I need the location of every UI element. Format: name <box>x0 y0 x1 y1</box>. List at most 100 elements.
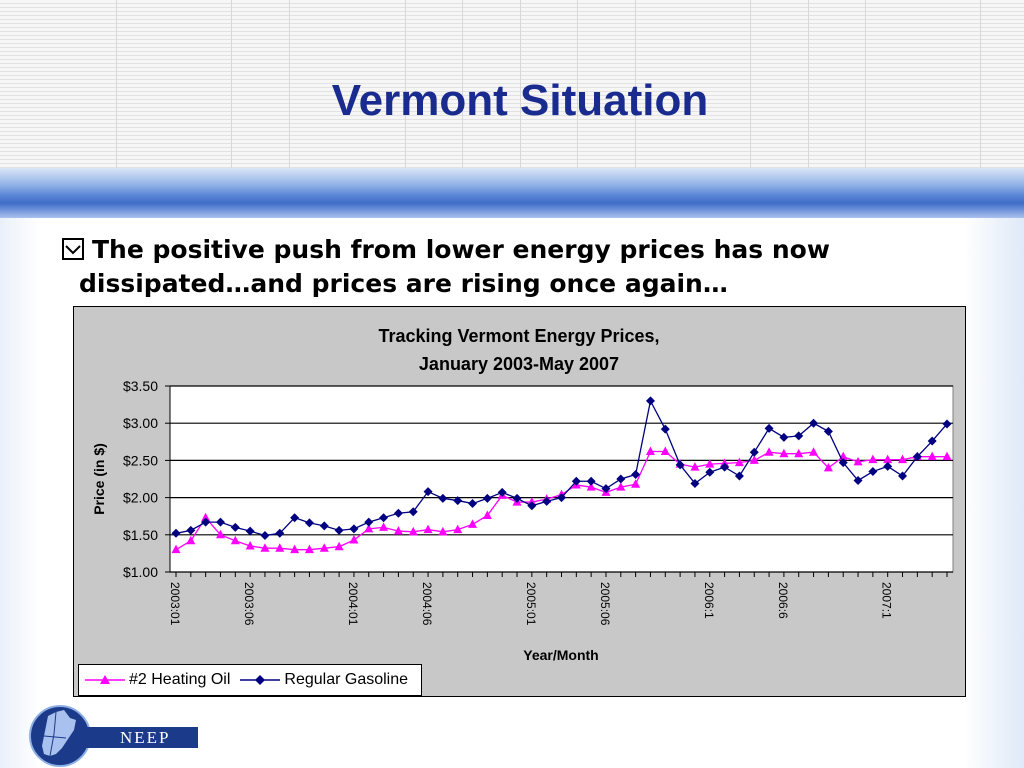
data-point <box>868 454 878 464</box>
slide-title: Vermont Situation <box>331 76 709 125</box>
data-point <box>260 543 270 552</box>
data-point <box>334 525 344 535</box>
bullet-line-1: The positive push from lower energy pric… <box>92 235 830 264</box>
data-point <box>557 493 566 503</box>
data-point <box>898 454 908 464</box>
data-point <box>468 519 478 528</box>
chart-subtitle: January 2003-May 2007 <box>419 354 619 374</box>
data-point <box>809 418 819 428</box>
y-tick-label: $3.50 <box>123 378 158 394</box>
data-point <box>749 455 759 464</box>
y-tick-label: $2.00 <box>123 490 158 506</box>
data-point <box>364 523 374 533</box>
x-tick-label: 2007:1 <box>880 582 894 619</box>
header-divider <box>462 0 463 168</box>
data-point <box>898 471 908 481</box>
left-shade <box>0 218 40 768</box>
header-divider <box>405 0 406 168</box>
data-point <box>379 522 389 531</box>
data-point <box>438 493 448 503</box>
data-point <box>453 496 463 506</box>
data-point <box>645 446 655 455</box>
data-point <box>779 432 789 442</box>
data-point <box>705 467 715 477</box>
data-point <box>260 531 270 541</box>
data-point <box>304 544 314 554</box>
data-point <box>349 524 359 534</box>
x-tick-label: 2004:01 <box>346 582 360 626</box>
data-point <box>838 458 848 468</box>
header-blue-bar <box>0 168 1024 218</box>
data-point <box>245 526 255 536</box>
logo-text: NEEP <box>84 727 198 748</box>
data-point <box>319 543 329 552</box>
x-tick-label: 2005:06 <box>598 582 612 626</box>
right-shade <box>964 218 1024 768</box>
data-point <box>705 459 715 468</box>
data-point <box>186 525 196 535</box>
data-point <box>571 476 581 486</box>
data-point <box>319 521 329 531</box>
header-divider <box>980 0 981 168</box>
data-point <box>868 467 878 477</box>
x-tick-label: 2006:6 <box>776 582 790 619</box>
data-point <box>201 512 211 522</box>
header-divider <box>577 0 578 168</box>
data-point <box>720 462 730 472</box>
header-divider <box>750 0 751 168</box>
header-divider <box>116 0 117 168</box>
data-point <box>215 529 225 539</box>
data-point <box>290 513 300 523</box>
data-point <box>275 543 285 552</box>
checkbox-bullet-icon <box>62 235 84 260</box>
data-point <box>349 535 359 544</box>
data-point <box>423 524 433 534</box>
data-point <box>171 528 181 538</box>
x-tick-label: 2003:01 <box>168 582 182 626</box>
legend-item-gasoline: Regular Gasoline <box>240 671 408 689</box>
data-point <box>438 526 448 536</box>
header-divider <box>520 0 521 168</box>
data-point <box>675 460 685 470</box>
header-divider <box>635 0 636 168</box>
data-point <box>660 424 670 434</box>
header-divider <box>808 0 809 168</box>
data-point <box>942 451 952 461</box>
data-point <box>408 526 418 536</box>
header-band <box>0 0 1024 168</box>
data-point <box>749 447 759 457</box>
line-chart: Tracking Vermont Energy Prices, January … <box>91 326 954 663</box>
data-point <box>334 541 344 551</box>
data-point <box>453 524 463 534</box>
x-tick-label: 2004:06 <box>420 582 434 626</box>
x-tick-label: 2003:06 <box>242 582 256 626</box>
data-point <box>542 496 552 506</box>
y-tick-label: $1.00 <box>123 564 158 580</box>
data-point <box>215 517 225 527</box>
data-point <box>379 513 389 523</box>
data-point <box>764 447 774 456</box>
data-point <box>734 471 744 481</box>
data-point <box>616 474 626 484</box>
data-point <box>304 518 314 528</box>
data-point <box>823 426 833 436</box>
chart-legend: #2 Heating Oil Regular Gasoline <box>78 664 422 696</box>
x-tick-label: 2005:01 <box>524 582 538 626</box>
data-point <box>393 526 403 535</box>
data-point <box>883 454 893 464</box>
data-point <box>230 522 240 532</box>
data-point <box>482 510 492 519</box>
chart-title: Tracking Vermont Energy Prices, <box>378 326 659 346</box>
y-tick-label: $1.50 <box>123 527 158 543</box>
bullet-text: The positive push from lower energy pric… <box>62 233 982 301</box>
header-divider <box>289 0 290 168</box>
legend-label: #2 Heating Oil <box>129 671 231 688</box>
data-point <box>512 493 522 503</box>
data-point <box>186 535 196 545</box>
data-point <box>823 462 833 472</box>
data-point <box>942 419 952 429</box>
data-point <box>853 475 863 485</box>
data-point <box>468 499 478 509</box>
data-point <box>764 423 774 433</box>
data-point <box>927 436 937 446</box>
